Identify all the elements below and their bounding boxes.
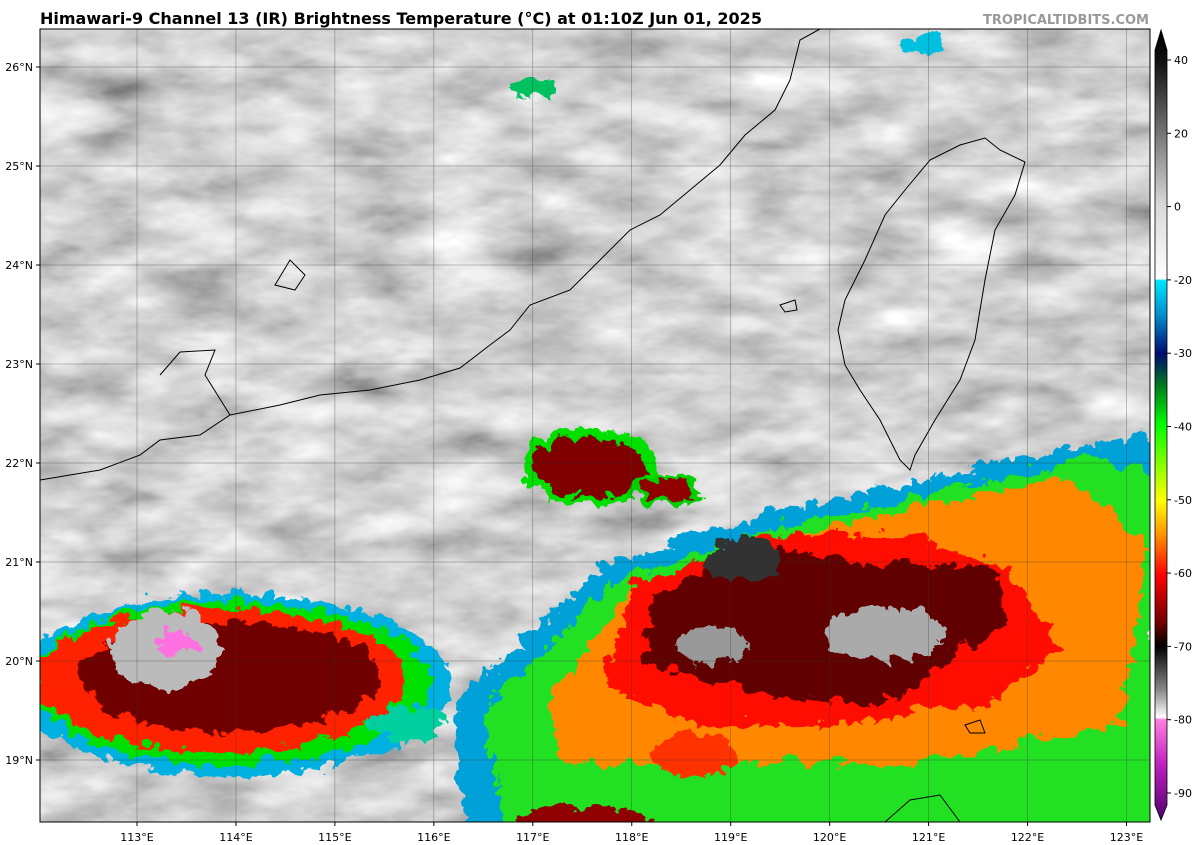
lon-label: 116°E	[417, 831, 450, 844]
lon-label: 121°E	[912, 831, 945, 844]
lat-label: 22°N	[5, 457, 33, 470]
colorbar-bar	[1154, 28, 1168, 822]
lat-label: 25°N	[5, 160, 33, 173]
colorbar-tick-label: 20	[1174, 127, 1188, 140]
convection	[40, 32, 1150, 822]
colorbar	[1154, 28, 1168, 822]
lat-label: 21°N	[5, 556, 33, 569]
graticule	[40, 29, 1150, 822]
lon-label: 115°E	[318, 831, 351, 844]
colorbar-tick-label: 40	[1174, 54, 1188, 67]
lat-label: 26°N	[5, 61, 33, 74]
labels: 113°E 114°E 115°E 116°E 117°E 118°E 119°E 120°E…	[5, 54, 1192, 844]
lon-label: 119°E	[714, 831, 747, 844]
lon-label: 120°E	[813, 831, 846, 844]
coastlines	[40, 29, 1026, 822]
lon-label: 113°E	[120, 831, 153, 844]
map-frame	[39, 28, 1151, 823]
colorbar-tick-label: -90	[1174, 787, 1192, 800]
satellite-image	[40, 29, 1150, 822]
colorbar-tick-label: -40	[1174, 421, 1192, 434]
watermark: TROPICALTIDBITS.COM	[983, 13, 1149, 28]
lat-label: 19°N	[5, 754, 33, 767]
colorbar-tick-label: -50	[1174, 494, 1192, 507]
lon-label: 122°E	[1011, 831, 1044, 844]
colorbar-tick-label: -70	[1174, 640, 1192, 653]
colorbar-tick-label: -20	[1174, 274, 1192, 287]
colorbar-tick-label: -60	[1174, 567, 1192, 580]
colorbar-tick-label: -30	[1174, 347, 1192, 360]
lat-label: 20°N	[5, 655, 33, 668]
lon-label: 117°E	[516, 831, 549, 844]
lon-label: 114°E	[219, 831, 252, 844]
lon-label: 123°E	[1110, 831, 1143, 844]
lat-label: 24°N	[5, 259, 33, 272]
lat-label: 23°N	[5, 358, 33, 371]
colorbar-tick-label: 0	[1174, 201, 1181, 214]
title: Himawari-9 Channel 13 (IR) Brightness Te…	[40, 9, 762, 28]
lon-label: 118°E	[615, 831, 648, 844]
colorbar-tick-label: -80	[1174, 714, 1192, 727]
